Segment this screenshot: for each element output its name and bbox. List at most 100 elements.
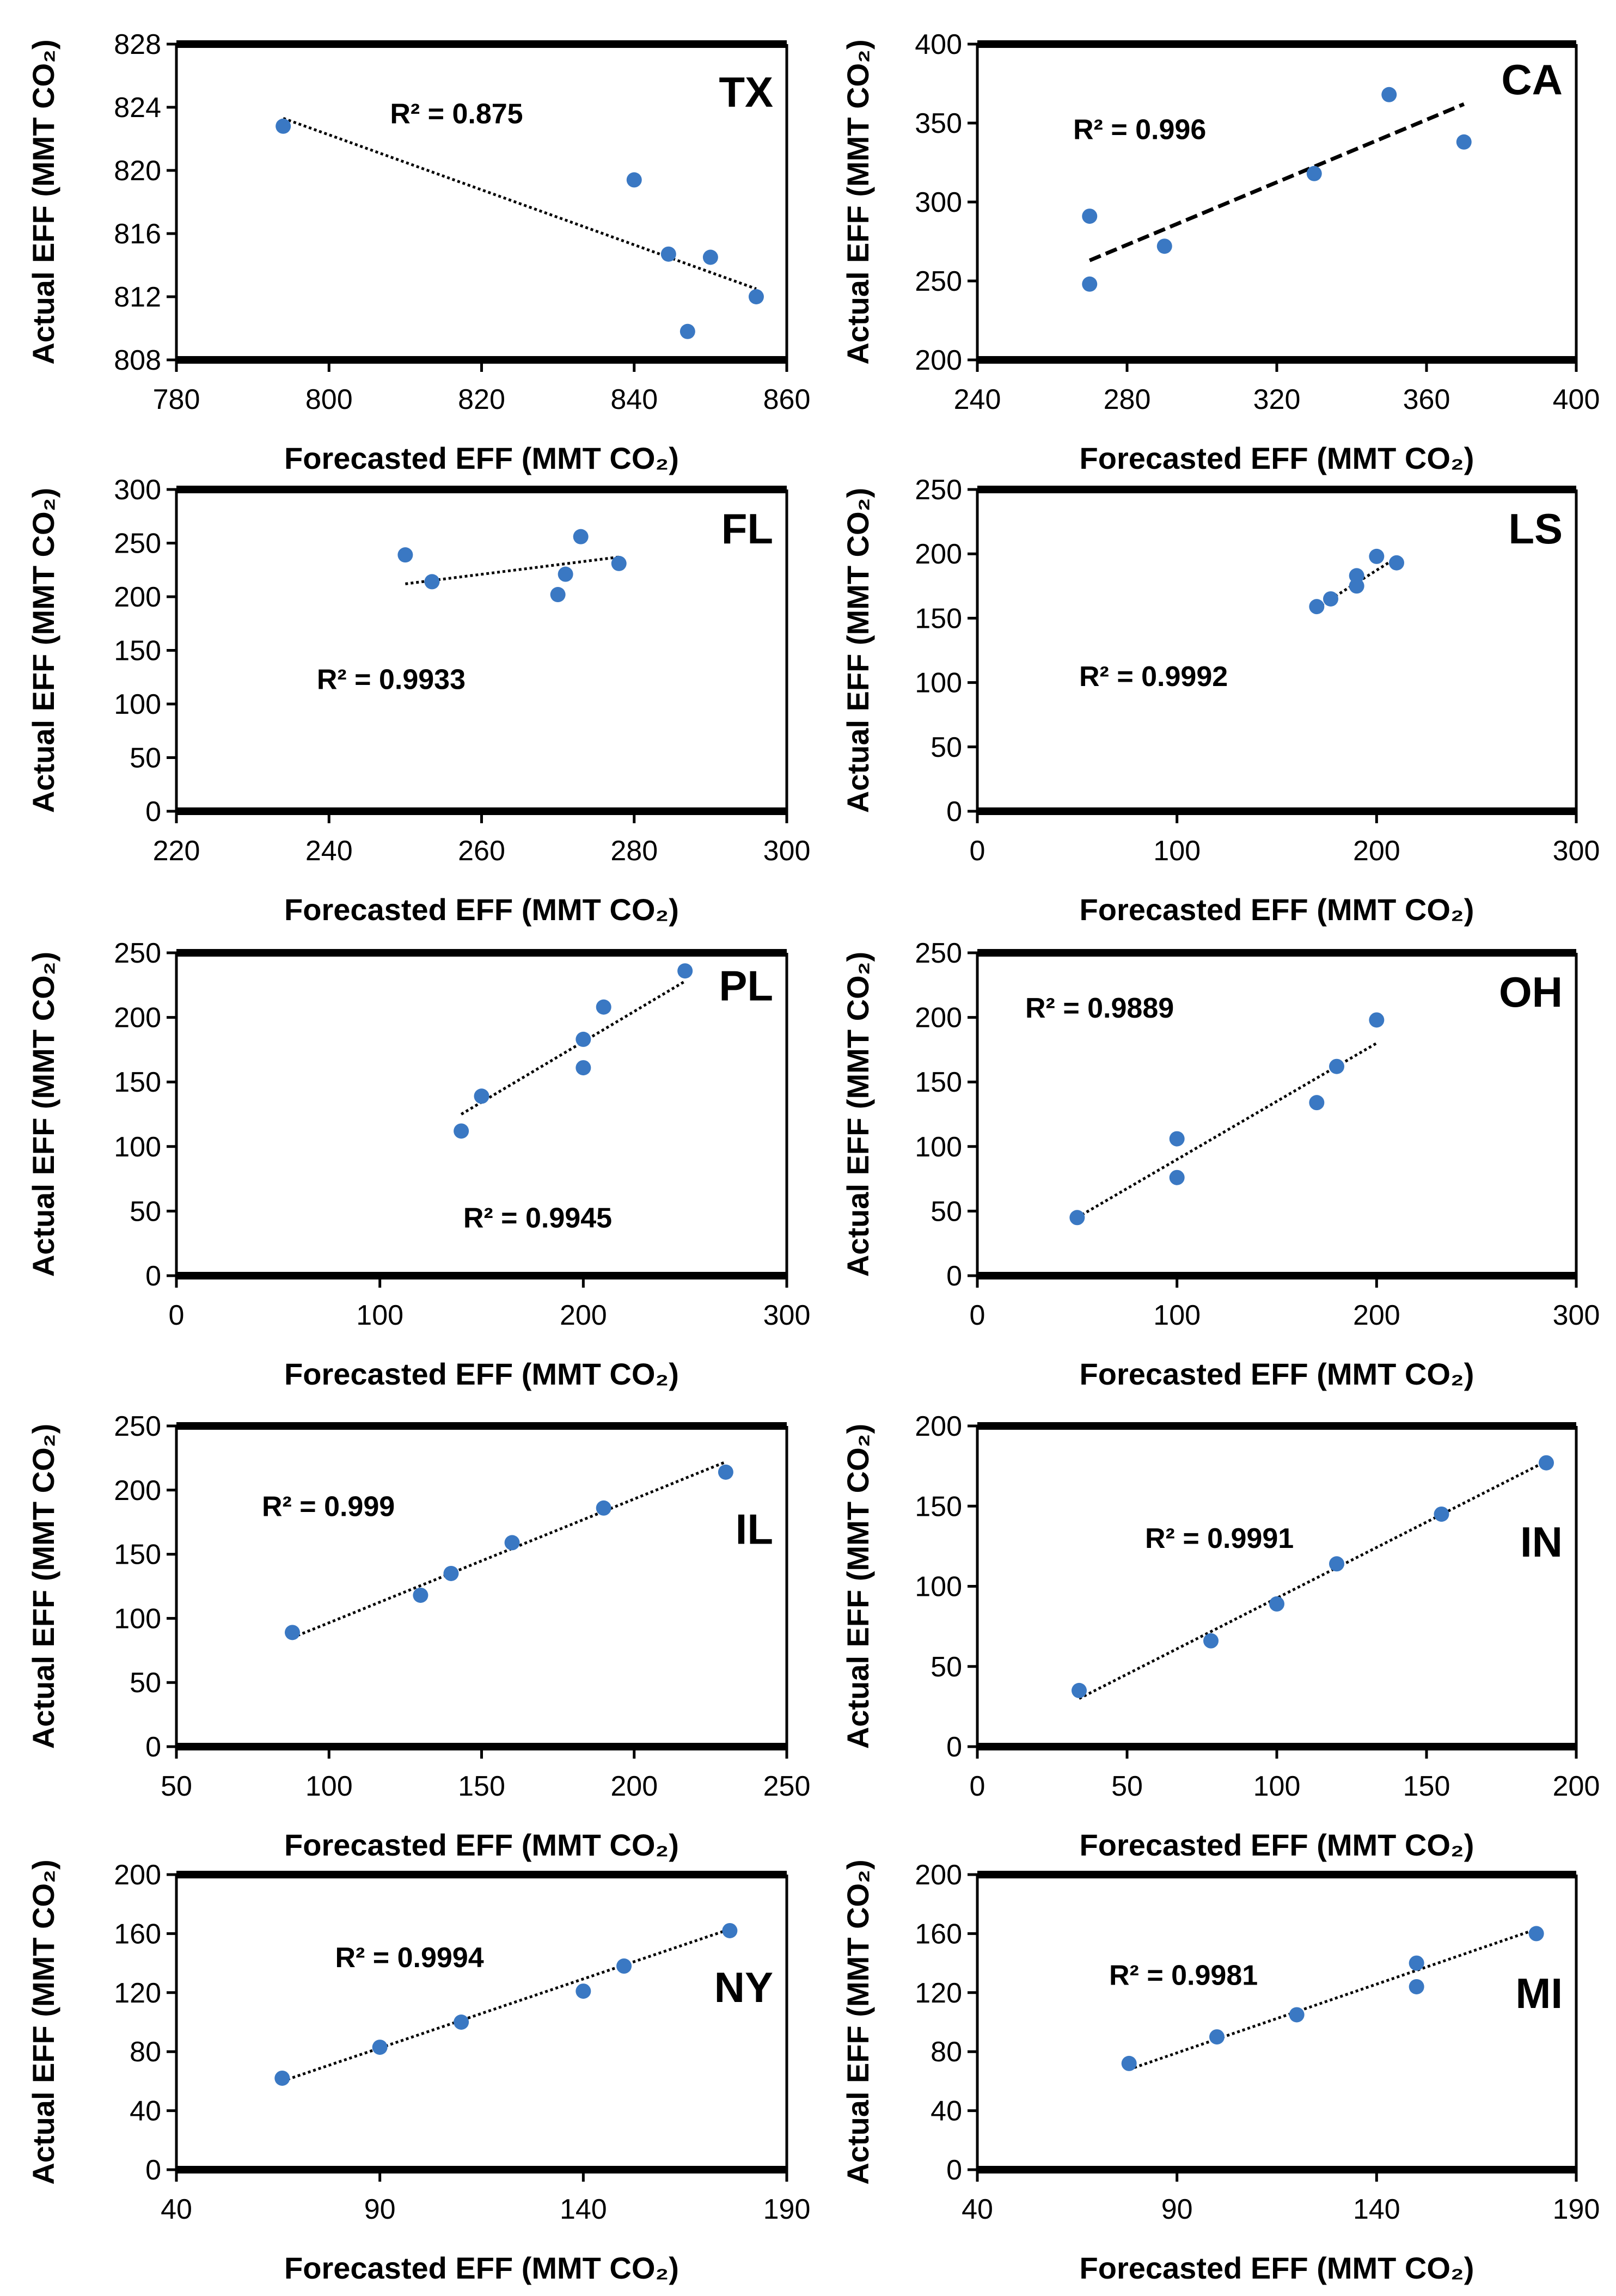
r-squared-label: R² = 0.9981 bbox=[1109, 1960, 1258, 1991]
y-tick-label: 0 bbox=[145, 1731, 161, 1763]
x-axis-title: Forecasted EFF (MMT CO₂) bbox=[284, 441, 679, 475]
y-tick-label: 200 bbox=[114, 1859, 161, 1891]
x-tick-label: 320 bbox=[1253, 384, 1301, 415]
y-tick-label: 200 bbox=[915, 345, 962, 376]
y-tick-label: 40 bbox=[931, 2096, 962, 2127]
y-axis-title: Actual EFF (MMT CO₂) bbox=[26, 39, 60, 364]
r-squared-label: R² = 0.999 bbox=[262, 1491, 395, 1522]
x-tick-label: 280 bbox=[1104, 384, 1151, 415]
data-point bbox=[443, 1565, 459, 1581]
x-axis-title: Forecasted EFF (MMT CO₂) bbox=[1080, 441, 1474, 475]
x-tick-label: 100 bbox=[1253, 1771, 1301, 1802]
panel-ls: 0 100 200 300 0 50 100 150 200 250 Forecasted EFF … bbox=[841, 474, 1600, 927]
trendline bbox=[1078, 1460, 1547, 1700]
data-point bbox=[1156, 238, 1172, 254]
x-tick-label: 860 bbox=[763, 384, 811, 415]
x-tick-label: 200 bbox=[1553, 1771, 1600, 1802]
y-tick-label: 0 bbox=[946, 1731, 962, 1763]
y-tick-label: 828 bbox=[114, 29, 161, 60]
data-point bbox=[454, 1123, 469, 1139]
y-tick-label: 0 bbox=[946, 2154, 962, 2186]
data-point bbox=[748, 289, 764, 304]
x-tick-label: 780 bbox=[153, 384, 200, 415]
x-tick-label: 300 bbox=[763, 1300, 811, 1331]
x-tick-label: 280 bbox=[610, 835, 658, 867]
x-tick-label: 150 bbox=[458, 1771, 505, 1802]
data-point bbox=[1169, 1131, 1185, 1147]
x-tick-label: 200 bbox=[560, 1300, 607, 1331]
state-label: IL bbox=[736, 1505, 773, 1553]
y-tick-label: 812 bbox=[114, 281, 161, 313]
x-tick-label: 300 bbox=[1553, 1300, 1600, 1331]
x-tick-label: 400 bbox=[1553, 384, 1600, 415]
data-point bbox=[504, 1535, 520, 1551]
x-tick-label: 0 bbox=[970, 835, 985, 867]
x-tick-label: 800 bbox=[305, 384, 353, 415]
y-tick-label: 0 bbox=[145, 1260, 161, 1292]
y-axis-title: Actual EFF (MMT CO₂) bbox=[26, 488, 60, 813]
state-label: LS bbox=[1508, 505, 1563, 553]
data-point bbox=[1306, 166, 1322, 181]
data-point bbox=[576, 1060, 591, 1076]
x-axis-title: Forecasted EFF (MMT CO₂) bbox=[1080, 1828, 1474, 1862]
y-tick-label: 150 bbox=[915, 603, 962, 634]
data-point bbox=[1069, 1210, 1085, 1226]
y-tick-label: 200 bbox=[114, 581, 161, 613]
y-tick-label: 250 bbox=[114, 528, 161, 560]
state-label: FL bbox=[721, 505, 773, 553]
x-tick-label: 200 bbox=[1353, 835, 1400, 867]
x-tick-label: 100 bbox=[356, 1300, 403, 1331]
y-axis-title: Actual EFF (MMT CO₂) bbox=[841, 488, 875, 813]
x-axis-title: Forecasted EFF (MMT CO₂) bbox=[284, 892, 679, 927]
r-squared-label: R² = 0.9933 bbox=[317, 664, 466, 696]
x-tick-label: 0 bbox=[970, 1300, 985, 1331]
y-tick-label: 0 bbox=[145, 2154, 161, 2186]
x-tick-label: 0 bbox=[169, 1300, 185, 1331]
data-point bbox=[576, 1983, 591, 1999]
data-point bbox=[616, 1958, 632, 1974]
data-point bbox=[474, 1088, 489, 1104]
panel-tx: 780 800 820 840 860 808 812 816 820 824 828 Forecas… bbox=[26, 29, 810, 475]
x-tick-label: 200 bbox=[610, 1771, 658, 1802]
data-point bbox=[1309, 1095, 1325, 1111]
y-tick-label: 150 bbox=[114, 635, 161, 667]
data-point bbox=[1528, 1926, 1544, 1942]
r-squared-label: R² = 0.9991 bbox=[1145, 1523, 1294, 1554]
trendline bbox=[460, 980, 686, 1116]
y-axis-title: Actual EFF (MMT CO₂) bbox=[841, 952, 875, 1277]
data-point bbox=[626, 172, 642, 188]
trendline bbox=[1128, 1927, 1537, 2071]
data-point bbox=[1381, 87, 1397, 102]
trendline bbox=[1088, 102, 1465, 262]
x-tick-label: 190 bbox=[1553, 2194, 1600, 2225]
data-point bbox=[1072, 1682, 1087, 1698]
y-axis-title: Actual EFF (MMT CO₂) bbox=[841, 1859, 875, 2184]
x-tick-label: 250 bbox=[763, 1771, 811, 1802]
panel-oh: 0 100 200 300 0 50 100 150 200 250 Forecasted EFF … bbox=[841, 938, 1600, 1391]
data-point bbox=[454, 2015, 469, 2030]
data-point bbox=[413, 1587, 429, 1603]
y-tick-label: 160 bbox=[915, 1918, 962, 1950]
data-point bbox=[702, 249, 718, 265]
y-tick-label: 200 bbox=[915, 538, 962, 570]
panel-ca: 240 280 320 360 400 200 250 300 350 400 Forecasted… bbox=[841, 29, 1600, 475]
trendline bbox=[281, 1927, 731, 2083]
x-tick-label: 100 bbox=[1153, 835, 1201, 867]
data-point bbox=[1539, 1455, 1554, 1471]
y-tick-label: 200 bbox=[915, 1411, 962, 1442]
trendline bbox=[283, 117, 757, 290]
x-tick-label: 150 bbox=[1403, 1771, 1450, 1802]
y-tick-label: 300 bbox=[915, 187, 962, 218]
data-point bbox=[1082, 276, 1098, 292]
data-point bbox=[1289, 2007, 1305, 2023]
x-tick-label: 0 bbox=[970, 1771, 985, 1802]
x-tick-label: 90 bbox=[1161, 2194, 1193, 2225]
y-tick-label: 820 bbox=[114, 155, 161, 187]
panel-pl: 0 100 200 300 0 50 100 150 200 250 Forecasted EFF … bbox=[26, 938, 810, 1391]
x-axis-title: Forecasted EFF (MMT CO₂) bbox=[1080, 1357, 1474, 1391]
y-tick-label: 100 bbox=[915, 668, 962, 699]
r-squared-label: R² = 0.9889 bbox=[1025, 993, 1174, 1024]
y-tick-label: 80 bbox=[130, 2036, 161, 2068]
y-tick-label: 120 bbox=[915, 1977, 962, 2009]
